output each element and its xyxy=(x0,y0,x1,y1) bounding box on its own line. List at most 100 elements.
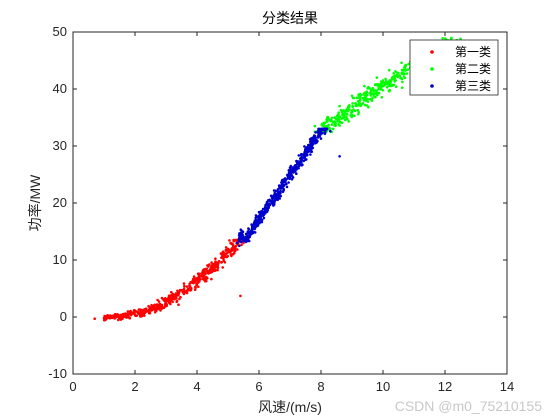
data-point xyxy=(407,62,410,66)
data-point xyxy=(273,200,276,204)
data-point xyxy=(374,83,377,86)
data-point xyxy=(185,285,189,288)
data-point xyxy=(328,127,331,130)
data-point xyxy=(375,89,378,93)
data-point xyxy=(303,145,306,148)
data-point xyxy=(341,111,345,115)
data-point xyxy=(459,37,462,41)
y-tick-label: 30 xyxy=(53,138,67,153)
data-point xyxy=(325,116,329,119)
data-point xyxy=(357,112,360,116)
data-point xyxy=(139,309,143,313)
data-point xyxy=(379,80,383,83)
data-point xyxy=(338,124,342,127)
data-point xyxy=(128,316,132,320)
data-point xyxy=(157,300,161,303)
data-point xyxy=(276,188,280,191)
data-point xyxy=(260,218,264,222)
data-point xyxy=(160,307,164,310)
data-point xyxy=(381,89,385,92)
data-point xyxy=(347,105,350,109)
data-point xyxy=(182,287,186,291)
data-point xyxy=(401,80,404,84)
data-point xyxy=(348,108,351,111)
data-point xyxy=(358,98,362,102)
data-point xyxy=(307,150,311,153)
data-point xyxy=(186,288,189,291)
data-point xyxy=(366,87,369,90)
data-point xyxy=(276,198,280,202)
data-point xyxy=(224,248,228,252)
data-point xyxy=(301,163,304,167)
data-point xyxy=(370,99,374,102)
data-point xyxy=(285,182,288,186)
data-point xyxy=(272,197,275,200)
data-point xyxy=(319,128,323,132)
data-point xyxy=(333,121,337,124)
data-point xyxy=(141,312,144,316)
data-point xyxy=(191,280,194,283)
data-point xyxy=(221,266,224,269)
data-point xyxy=(197,285,200,289)
data-point xyxy=(121,317,124,321)
data-point xyxy=(314,136,317,139)
data-point xyxy=(305,148,309,152)
data-point xyxy=(395,73,399,77)
data-point xyxy=(165,304,168,307)
data-point xyxy=(339,108,343,112)
data-point xyxy=(167,296,171,299)
data-point xyxy=(291,176,295,179)
data-point xyxy=(206,271,210,275)
data-point xyxy=(278,192,281,195)
x-axis-title: 风速/(m/s) xyxy=(258,399,322,415)
data-point xyxy=(384,77,387,81)
data-point xyxy=(364,99,368,102)
data-point xyxy=(356,96,359,99)
data-point xyxy=(334,124,337,128)
legend-label: 第三类 xyxy=(455,79,491,93)
data-point xyxy=(148,310,151,314)
data-point xyxy=(318,135,322,138)
data-point xyxy=(281,186,284,189)
data-point xyxy=(303,155,306,158)
data-point xyxy=(319,137,323,140)
data-points-layer xyxy=(93,36,462,322)
data-point xyxy=(130,312,134,315)
data-point xyxy=(241,235,245,239)
data-point xyxy=(359,93,363,97)
data-point xyxy=(170,298,173,302)
data-point xyxy=(170,294,173,297)
data-point xyxy=(231,249,234,252)
data-point xyxy=(250,229,254,233)
data-point xyxy=(313,124,317,128)
data-point xyxy=(404,64,407,68)
data-point xyxy=(372,89,375,93)
data-point xyxy=(182,282,186,285)
data-point xyxy=(330,123,334,126)
data-point xyxy=(368,87,372,90)
data-point xyxy=(125,312,129,316)
data-point xyxy=(210,261,213,264)
data-point xyxy=(264,204,267,207)
data-point xyxy=(223,261,227,264)
data-point xyxy=(309,153,312,156)
data-point xyxy=(271,199,275,202)
data-point xyxy=(229,241,232,245)
data-point xyxy=(342,109,345,112)
data-point xyxy=(220,255,224,258)
data-point xyxy=(251,223,254,227)
data-point xyxy=(264,206,267,209)
data-point xyxy=(159,309,162,312)
data-point xyxy=(285,185,289,189)
data-point xyxy=(311,146,315,150)
data-point xyxy=(144,310,147,313)
data-point xyxy=(205,279,208,283)
y-tick-label: 40 xyxy=(53,81,67,96)
data-point xyxy=(222,257,225,261)
data-point xyxy=(336,113,340,116)
data-point xyxy=(351,102,354,105)
data-point xyxy=(177,303,180,307)
data-point xyxy=(129,309,132,313)
data-point xyxy=(398,74,401,77)
